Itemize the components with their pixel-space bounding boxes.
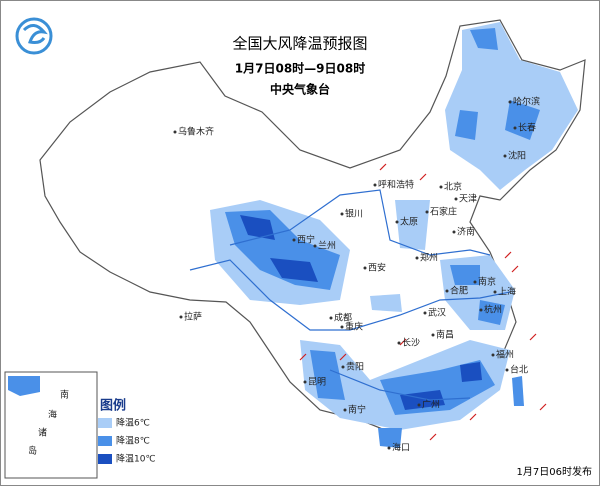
city-dot — [445, 289, 449, 293]
cooling-areas — [210, 22, 578, 448]
rivers — [189, 189, 511, 401]
city-label: 南京 — [478, 276, 496, 288]
legend-swatch — [98, 418, 112, 428]
city-dot — [173, 130, 177, 134]
city-dot — [505, 368, 509, 372]
period: 1月7日08时—9日08时 — [235, 61, 365, 76]
city-dot — [303, 380, 307, 384]
inset-label: 南 — [60, 389, 69, 401]
city-dot — [415, 256, 419, 260]
city-dot — [513, 126, 517, 130]
city-dot — [373, 183, 377, 187]
city-dot — [340, 212, 344, 216]
city-dot — [292, 238, 296, 242]
city-label: 南昌 — [436, 329, 454, 341]
city-dot — [491, 353, 495, 357]
city-label: 台北 — [510, 364, 528, 376]
city-label: 北京 — [444, 181, 462, 193]
city-dot — [179, 315, 183, 319]
city-label: 杭州 — [484, 304, 502, 316]
city-label: 呼和浩特 — [378, 179, 414, 191]
city-dot — [341, 365, 345, 369]
city-label: 海口 — [392, 442, 410, 454]
south-china-sea-inset — [4, 371, 98, 479]
city-label: 昆明 — [308, 377, 326, 388]
city-dot — [454, 197, 458, 201]
city-label: 西宁 — [297, 234, 315, 246]
inset-label: 海 — [48, 409, 57, 421]
city-label: 哈尔滨 — [513, 96, 540, 108]
city-label: 合肥 — [450, 285, 468, 297]
city-dot — [387, 446, 391, 450]
city-label: 太原 — [400, 216, 418, 228]
city-dot — [417, 403, 421, 407]
city-label: 长春 — [518, 122, 536, 134]
legend-label: 降温8℃ — [116, 435, 150, 447]
legend-label: 降温6℃ — [116, 417, 150, 429]
city-dot — [431, 333, 435, 337]
city-label: 南宁 — [348, 404, 366, 416]
city-label: 武汉 — [428, 307, 446, 319]
inset-label: 诸 — [38, 428, 47, 439]
city-label: 济南 — [457, 226, 475, 238]
city-label: 上海 — [498, 286, 516, 298]
city-dot — [340, 325, 344, 329]
city-label: 贵阳 — [346, 361, 364, 373]
city-label: 福州 — [496, 349, 514, 361]
city-label: 郑州 — [420, 252, 438, 264]
city-dot — [452, 230, 456, 234]
city-label: 广州 — [422, 399, 440, 411]
legend-title: 图例 — [100, 398, 126, 414]
footer: 1月7日06时发布 — [517, 465, 592, 478]
legend-swatch — [98, 454, 112, 464]
city-label: 沈阳 — [508, 150, 526, 162]
city-dot — [397, 341, 401, 345]
city-label: 西安 — [368, 262, 386, 274]
city-label: 银川 — [345, 208, 363, 220]
legend — [98, 418, 112, 464]
city-dot — [395, 220, 399, 224]
city-label: 兰州 — [318, 240, 336, 252]
city-dot — [423, 311, 427, 315]
city-dot — [473, 280, 477, 284]
city-dot — [479, 308, 483, 312]
legend-swatch — [98, 436, 112, 446]
city-dot — [329, 316, 333, 320]
city-dot — [313, 244, 317, 248]
legend-label: 降温10℃ — [116, 453, 156, 465]
city-dot — [493, 290, 497, 294]
city-dot — [363, 266, 367, 270]
city-dot — [503, 154, 507, 158]
city-label: 长沙 — [402, 337, 420, 349]
city-label: 重庆 — [345, 321, 363, 333]
city-label: 拉萨 — [184, 311, 202, 323]
logo — [15, 17, 53, 55]
city-label: 乌鲁木齐 — [178, 126, 214, 138]
city-dot — [439, 185, 443, 189]
city-dot — [425, 210, 429, 214]
agency: 中央气象台 — [270, 82, 330, 97]
city-dot — [343, 408, 347, 412]
title: 全国大风降温预报图 — [232, 35, 367, 53]
inset-label: 岛 — [28, 445, 37, 457]
city-dot — [508, 100, 512, 104]
city-label: 成都 — [334, 312, 352, 324]
city-label: 天津 — [459, 194, 477, 205]
wind-marks — [299, 163, 547, 441]
city-label: 石家庄 — [430, 206, 457, 218]
